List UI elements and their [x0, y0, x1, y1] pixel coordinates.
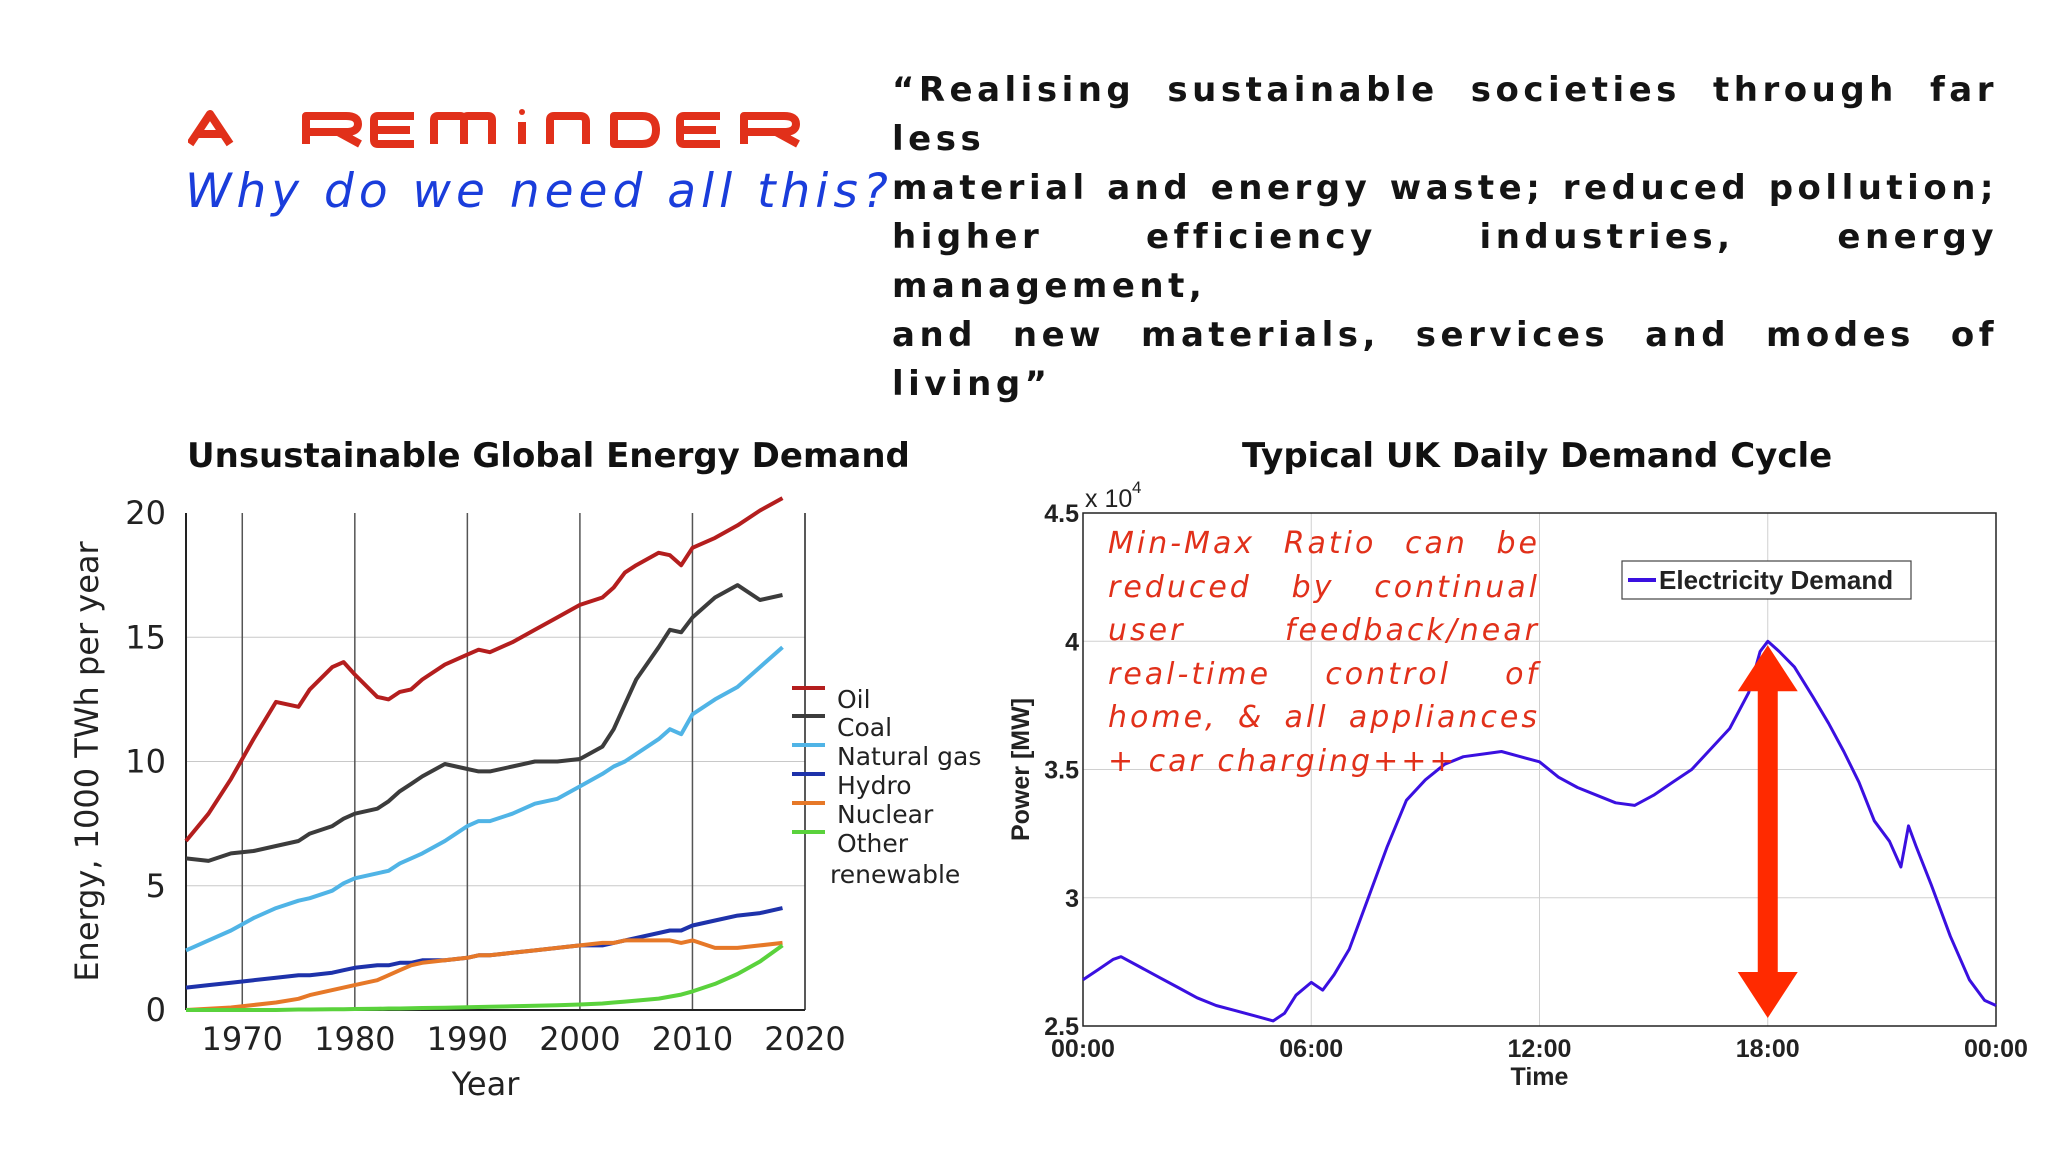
annotation-line: Min-Max Ratio can be	[1108, 526, 1540, 561]
chart2-xtick-label: 00:00	[1964, 1035, 2028, 1063]
chart2-title: Typical UK Daily Demand Cycle	[1242, 436, 1833, 476]
chart1-xtick-label: 1990	[427, 1020, 508, 1058]
quote-line: higher efficiency industries, energy man…	[892, 217, 1998, 306]
min-max-arrow-head-top	[1737, 645, 1798, 692]
quote-line: material and energy waste; reduced pollu…	[892, 168, 1998, 208]
chart2-xlabel: Time	[1511, 1063, 1569, 1091]
chart1-title: Unsustainable Global Energy Demand	[187, 436, 910, 476]
chart1-legend-label: Natural gas	[837, 742, 981, 771]
chart2-legend-label: Electricity Demand	[1659, 565, 1893, 595]
quote-block: “Realising sustainable societies through…	[892, 66, 1998, 409]
chart2-ytick-label: 3	[1065, 885, 1079, 913]
annotation-line: + car charging+++	[1108, 743, 1458, 779]
slide-subtitle: Why do we need all this?	[185, 164, 893, 219]
chart1-legend-label: Oil	[837, 685, 871, 714]
chart1-ytick-label: 15	[125, 618, 166, 656]
chart2-y-multiplier-exp: 4	[1132, 478, 1141, 497]
chart2-ylabel: Power [MW]	[1007, 698, 1035, 841]
chart2-plot-frame	[1082, 512, 1997, 1027]
annotation-line: real-time control of	[1108, 656, 1540, 692]
chart2-xtick-label: 18:00	[1736, 1035, 1800, 1063]
chart2-ytick-label: 4.5	[1044, 500, 1079, 528]
slide-title-logo	[188, 109, 800, 148]
chart1-xtick-label: 2000	[539, 1020, 620, 1058]
chart1-legend-label: renewable	[830, 860, 960, 889]
chart1-series-line	[185, 583, 783, 863]
quote-line: and new materials, services and modes of…	[892, 315, 1998, 404]
chart1-xtick-label: 2010	[652, 1020, 733, 1058]
min-max-arrow-shaft	[1757, 687, 1778, 976]
chart1-legend-label: Hydro	[837, 771, 912, 800]
chart1-legend-label: Coal	[837, 713, 892, 742]
chart2-legend-box	[1621, 560, 1912, 600]
chart1-series-line	[185, 645, 784, 953]
chart1-xlabel: Year	[451, 1065, 521, 1103]
annotation-line: reduced by continual	[1108, 569, 1540, 605]
chart1-ytick-label: 20	[125, 494, 166, 532]
chart2-ytick-label: 4	[1065, 628, 1079, 656]
chart1-ylabel: Energy, 1000 TWh per year	[68, 540, 106, 981]
chart1-ytick-label: 0	[146, 991, 166, 1029]
chart1-ytick-label: 5	[146, 867, 166, 905]
annotation-text: Min-Max Ratio can be reduced by continua…	[1108, 522, 1540, 783]
chart2-y-multiplier: x 10	[1085, 485, 1132, 513]
chart1-legend-label: Other	[837, 829, 909, 858]
chart1-ytick-label: 10	[125, 743, 166, 781]
chart1-xtick-label: 2020	[764, 1020, 845, 1058]
chart1-series-line	[186, 943, 784, 1012]
chart1-series-line	[184, 496, 784, 843]
chart2-ytick-label: 3.5	[1044, 757, 1079, 785]
chart2-ytick-label: 2.5	[1044, 1013, 1079, 1041]
chart2-series-line	[1082, 639, 1997, 1023]
chart2-xtick-label: 00:00	[1051, 1035, 1115, 1063]
chart2-xtick-label: 12:00	[1508, 1035, 1572, 1063]
annotation-line: home, & all appliances	[1108, 700, 1540, 735]
quote-line: “Realising sustainable societies through…	[892, 70, 1998, 159]
chart1-legend-label: Nuclear	[837, 800, 934, 829]
chart1-series-line	[185, 938, 783, 1012]
chart1-xtick-label: 1970	[202, 1020, 283, 1058]
chart1-xtick-label: 1980	[314, 1020, 395, 1058]
min-max-arrow-head-bottom	[1737, 972, 1798, 1018]
annotation-line: user feedback/near	[1108, 613, 1540, 648]
chart2-xtick-label: 06:00	[1279, 1035, 1343, 1063]
